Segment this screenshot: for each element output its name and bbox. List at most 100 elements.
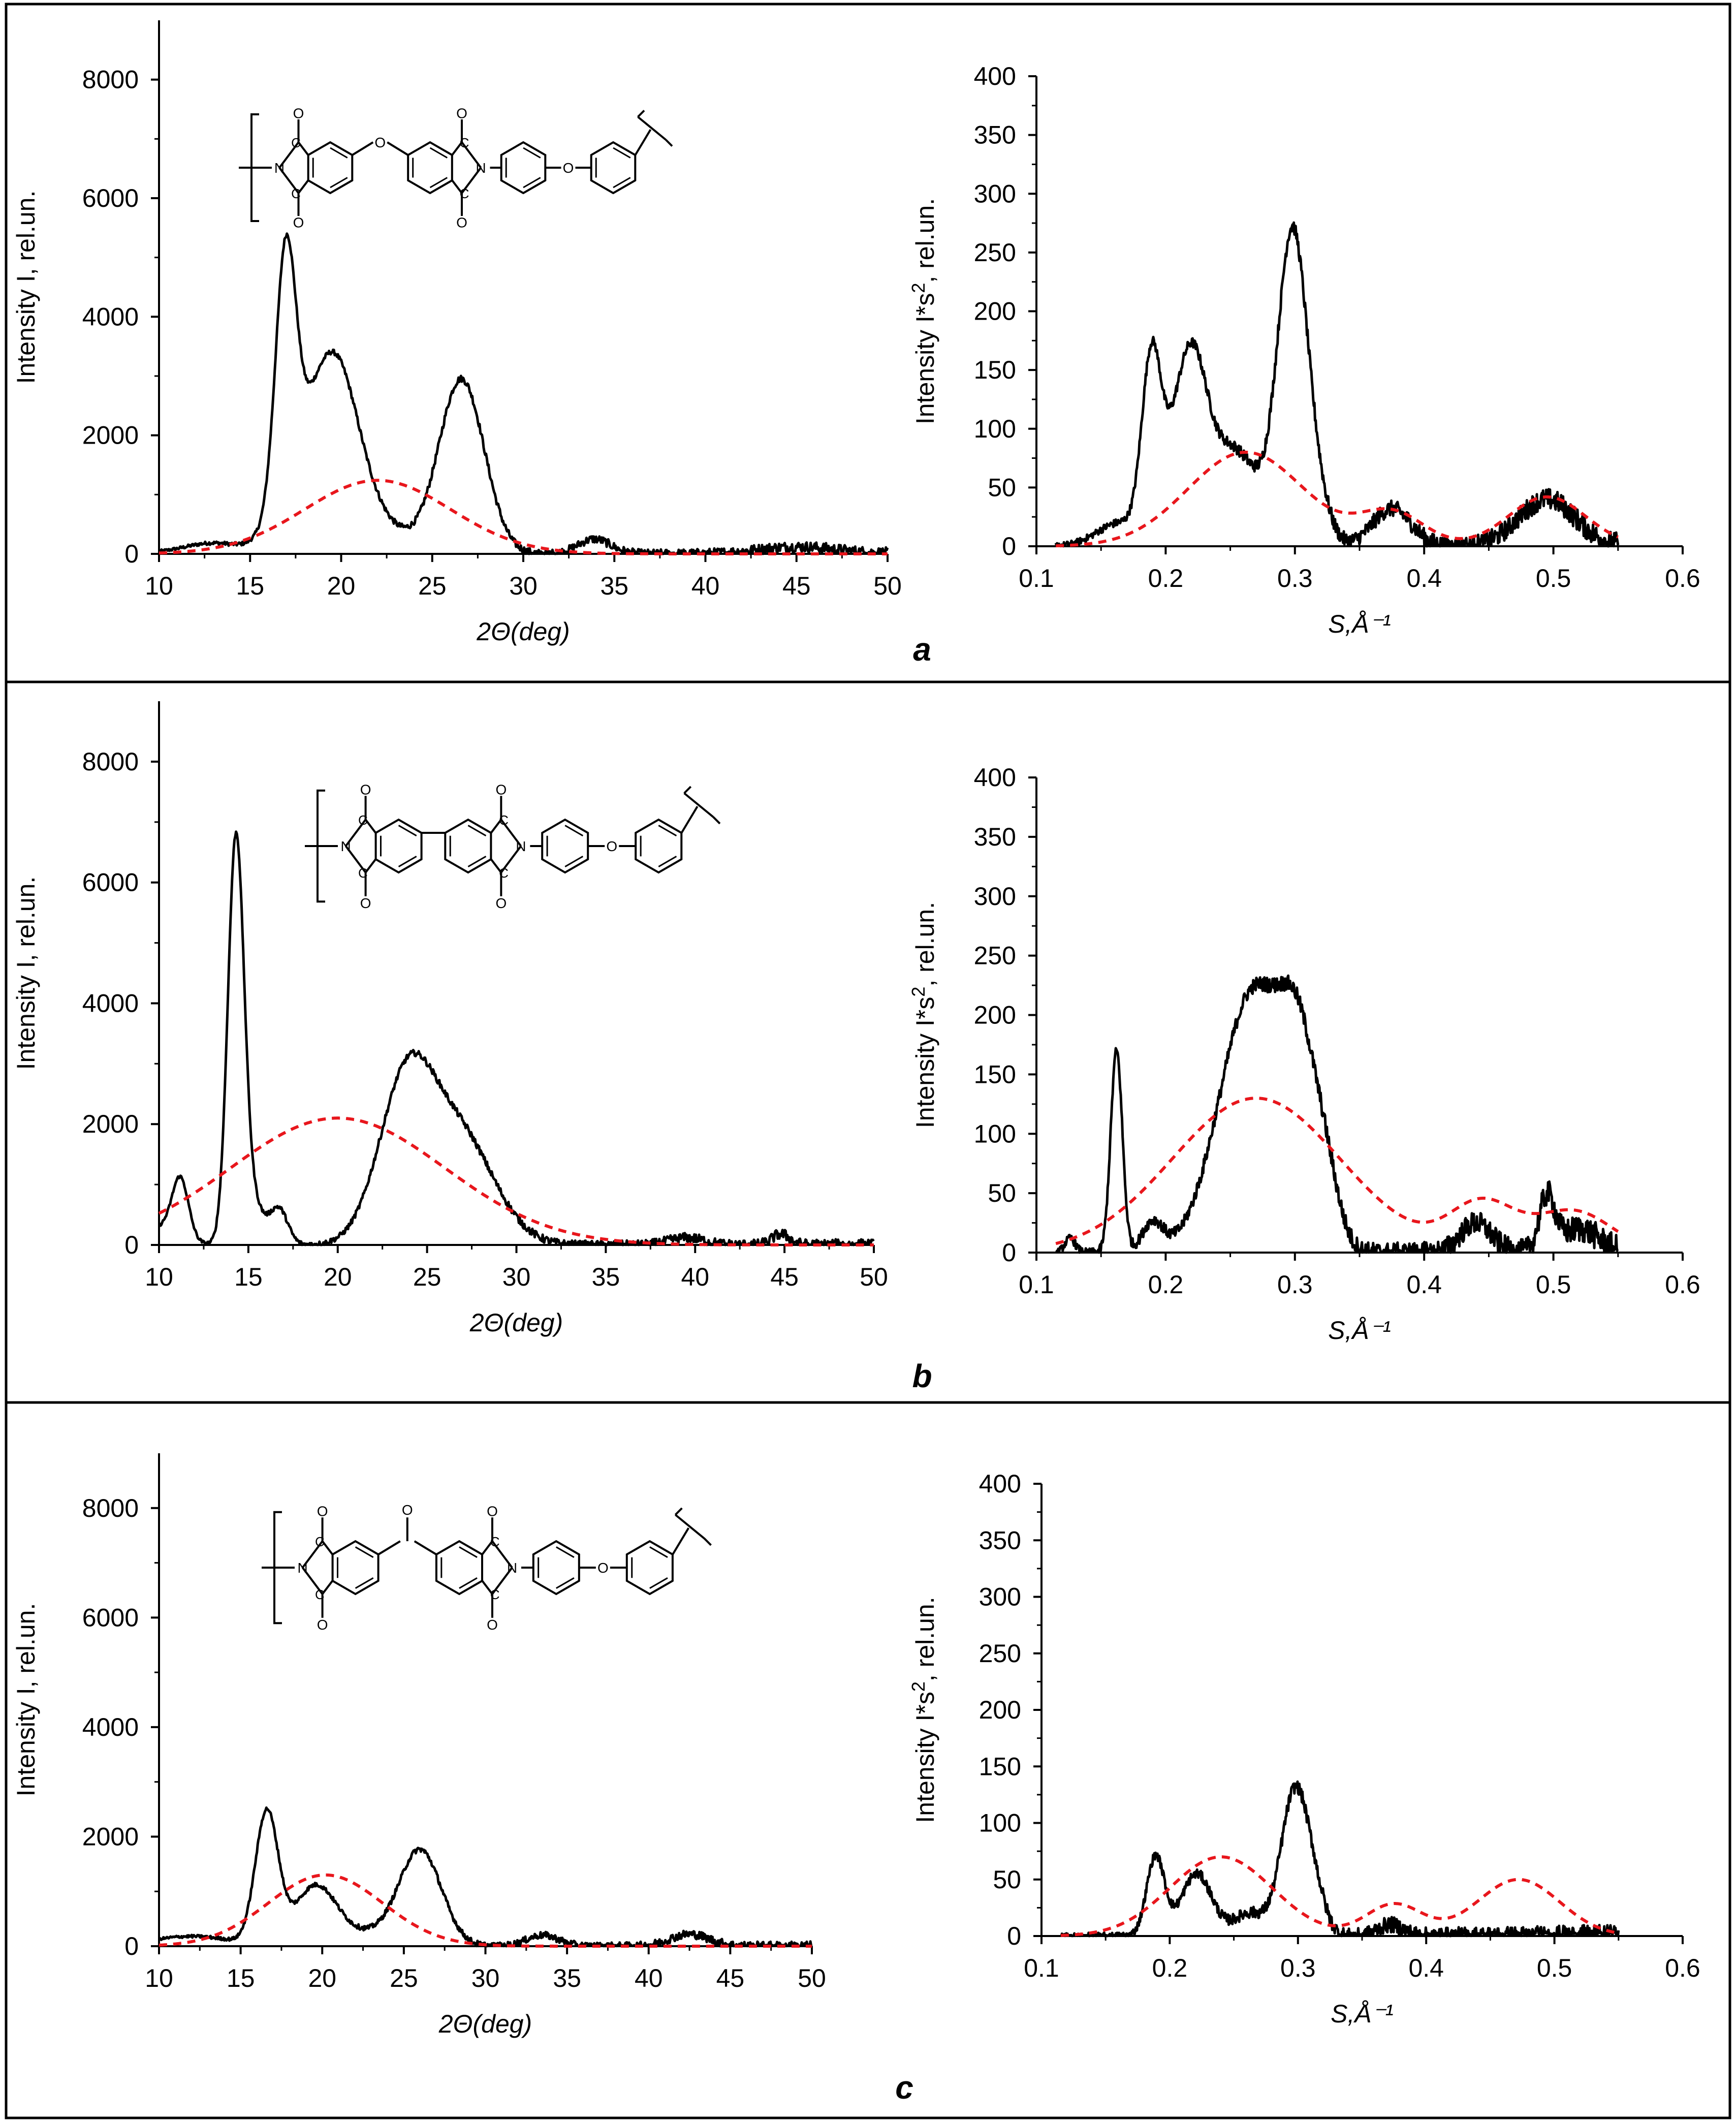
svg-text:C: C [315, 1534, 325, 1549]
svg-text:O: O [487, 1617, 498, 1633]
svg-text:O: O [487, 1504, 498, 1519]
y-tick-label: 200 [979, 1696, 1021, 1724]
x-tick-label: 25 [413, 1263, 441, 1291]
svg-text:O: O [456, 215, 467, 231]
svg-text:O: O [317, 1504, 328, 1519]
x-axis-label: 2Θ(deg) [469, 1308, 563, 1337]
x-tick-label: 0.4 [1408, 1954, 1444, 1982]
x-tick-label: 15 [234, 1263, 263, 1291]
svg-text:O: O [402, 1502, 413, 1518]
y-axis-label: Intensity I*s2, rel.un. [908, 902, 939, 1128]
svg-text:N: N [476, 160, 486, 176]
amorphous-fit-line [1055, 1097, 1619, 1245]
y-tick-label: 2000 [82, 1822, 139, 1851]
y-axis-label: Intensity I*s2, rel.un. [908, 1597, 939, 1823]
y-axis-label: Intensity I, rel.un. [12, 1603, 40, 1797]
svg-text:C: C [460, 186, 469, 201]
svg-text:C: C [460, 135, 469, 150]
y-tick-label: 350 [974, 823, 1016, 851]
y-tick-label: 100 [974, 415, 1016, 443]
y-tick-label: 0 [124, 1231, 139, 1259]
x-tick-label: 10 [145, 572, 173, 600]
y-tick-label: 8000 [82, 747, 139, 776]
y-tick-label: 150 [979, 1752, 1021, 1781]
x-tick-label: 35 [600, 572, 628, 600]
x-tick-label: 30 [502, 1263, 531, 1291]
amorphous-fit-line [1060, 1855, 1620, 1937]
x-tick-label: 15 [236, 572, 264, 600]
y-tick-label: 4000 [82, 1713, 139, 1741]
panel-label-b: b [912, 1358, 932, 1394]
x-tick-label: 0.6 [1665, 1954, 1700, 1982]
x-axis-label: S,Å⁻¹ [1328, 1316, 1391, 1345]
x-tick-label: 0.2 [1148, 1270, 1184, 1299]
y-tick-label: 400 [979, 1470, 1021, 1498]
svg-text:C: C [499, 813, 509, 828]
plot-c-two-theta: 10 15 20 25 30 35 40 45 50 0 2000 4000 6000 8000 2Θ(de… [12, 1453, 826, 2038]
x-tick-label: 10 [145, 1964, 173, 1992]
x-tick-label: 0.3 [1277, 564, 1313, 592]
x-tick-label: 35 [592, 1263, 620, 1291]
amorphous-fit-line [158, 1116, 875, 1246]
svg-text:O: O [360, 895, 371, 911]
x-tick-label: 25 [390, 1964, 418, 1992]
y-tick-label: 6000 [82, 868, 139, 897]
x-axis-label: 2Θ(deg) [476, 617, 570, 646]
x-tick-label: 25 [418, 572, 447, 600]
svg-text:O: O [606, 838, 617, 854]
y-axis-label: Intensity I, rel.un. [12, 877, 40, 1070]
y-tick-label: 200 [974, 1001, 1016, 1029]
svg-text:O: O [495, 782, 507, 798]
x-tick-label: 0.4 [1406, 1270, 1442, 1299]
y-tick-label: 250 [979, 1639, 1021, 1668]
plots-layer: 10 15 20 25 30 35 40 45 50020004000600080002Θ(de… [12, 20, 1700, 2038]
x-tick-label: 50 [860, 1263, 888, 1291]
y-tick-label: 350 [979, 1526, 1021, 1554]
svg-text:O: O [293, 106, 304, 121]
svg-text:O: O [597, 1560, 609, 1576]
y-tick-label: 8000 [82, 66, 139, 94]
x-tick-label: 0.6 [1665, 1270, 1700, 1299]
x-tick-label: 0.5 [1536, 564, 1571, 592]
x-tick-label: 10 [145, 1263, 173, 1291]
plot-c-s-space: 0.1 0.2 0.3 0.4 0.5 0.6 0 50 100 150 200 250 300 350 4… [908, 1470, 1700, 2028]
x-tick-label: 45 [716, 1964, 745, 1992]
svg-text:N: N [274, 160, 285, 176]
x-tick-label: 20 [308, 1964, 336, 1992]
y-tick-label: 300 [974, 882, 1016, 911]
y-tick-label: 0 [1007, 1922, 1021, 1950]
x-tick-label: 30 [509, 572, 538, 600]
x-tick-label: 20 [327, 572, 356, 600]
y-tick-label: 400 [974, 763, 1016, 792]
x-tick-label: 20 [324, 1263, 352, 1291]
y-tick-label: 0 [124, 540, 139, 568]
y-tick-label: 4000 [82, 302, 139, 331]
y-tick-label: 100 [974, 1119, 1016, 1148]
x-tick-label: 50 [873, 572, 902, 600]
x-tick-label: 0.4 [1406, 564, 1442, 592]
amorphous-fit-line [1055, 451, 1619, 548]
x-tick-label: 0.5 [1536, 1270, 1571, 1299]
measured-curve [1054, 221, 1620, 548]
y-axis-label: Intensity I, rel.un. [12, 191, 40, 384]
svg-text:C: C [315, 1587, 325, 1602]
figure-frame [5, 3, 1731, 2119]
x-tick-label: 50 [798, 1964, 826, 1992]
y-tick-label: 6000 [82, 184, 139, 212]
svg-text:N: N [507, 1560, 517, 1576]
svg-text:O: O [495, 895, 507, 911]
x-axis-label: 2Θ(deg) [438, 2010, 532, 2038]
measured-curve [158, 232, 889, 555]
y-tick-label: 4000 [82, 989, 139, 1017]
x-tick-label: 40 [681, 1263, 709, 1291]
x-tick-label: 0.3 [1280, 1954, 1316, 1982]
x-axis-label: S,Å⁻¹ [1331, 2000, 1394, 2028]
svg-text:C: C [358, 813, 368, 828]
svg-text:C: C [358, 865, 368, 881]
y-tick-label: 0 [1002, 532, 1016, 560]
y-tick-label: 8000 [82, 1494, 139, 1522]
y-tick-label: 0 [124, 1932, 139, 1960]
